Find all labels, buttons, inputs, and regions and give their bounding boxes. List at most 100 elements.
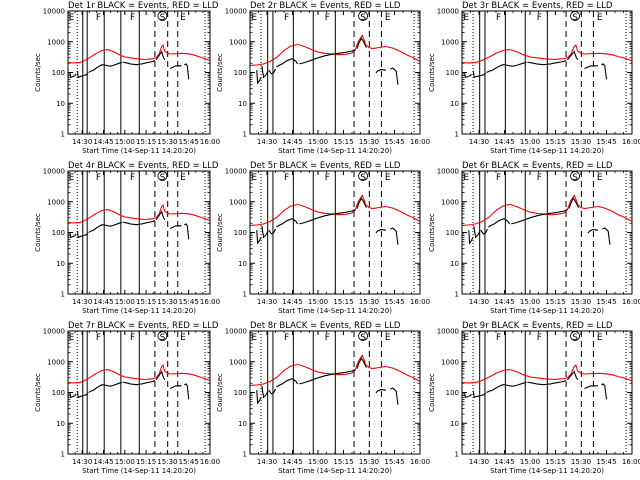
- events-series-line: [122, 59, 155, 66]
- y-tick-label: 10000: [43, 168, 65, 176]
- flag-label: F: [496, 333, 501, 343]
- flag-label: F: [96, 13, 101, 23]
- events-series-line: [356, 197, 367, 209]
- y-tick-label: 10: [238, 100, 247, 108]
- plot-area: [462, 44, 632, 80]
- chart-panel-3: Det 3r BLACK = Events, RED = LLD 1 10 100 10…: [428, 1, 640, 155]
- x-tick-label: 14:30: [469, 138, 489, 146]
- plot-area: [250, 194, 420, 245]
- flag-label: F: [130, 333, 135, 343]
- events-series-line: [268, 388, 276, 395]
- chart-title: Det 1r BLACK = Events, RED = LLD: [68, 1, 219, 11]
- y-tick-label: 1000: [441, 358, 459, 366]
- flag-label: E: [180, 333, 186, 343]
- flag-label: F: [496, 13, 501, 23]
- y-tick-label: 100: [52, 229, 65, 237]
- x-tick-label: 16:00: [622, 458, 640, 466]
- flag-label: F: [325, 13, 330, 23]
- y-axis-title: Counts/sec: [34, 53, 42, 92]
- plot-frame: [67, 330, 211, 455]
- x-axis-title: Start Time (14-Sep-11 14:20:20): [490, 147, 604, 155]
- events-series-line: [390, 67, 399, 85]
- y-tick-label: 1000: [229, 358, 247, 366]
- y-tick-label: 1: [243, 131, 247, 139]
- flag-label: F: [496, 173, 501, 183]
- y-tick-label: 1: [455, 291, 459, 299]
- events-series-line: [122, 379, 155, 386]
- x-tick-label: 15:00: [115, 298, 135, 306]
- flag-label: F: [96, 333, 101, 343]
- flag-label: S: [160, 333, 166, 343]
- flag-label: E: [463, 333, 469, 343]
- x-tick-label: 14:30: [257, 138, 277, 146]
- events-series-line: [480, 228, 488, 235]
- flag-label: S: [572, 13, 578, 23]
- events-series-line: [268, 68, 276, 75]
- events-series-line: [69, 393, 77, 398]
- events-series-line: [527, 379, 566, 386]
- y-tick-label: 1: [455, 131, 459, 139]
- plot-area: [68, 364, 210, 400]
- events-series-line: [256, 230, 262, 245]
- flag-label: E: [597, 13, 603, 23]
- flag-label: E: [251, 13, 257, 23]
- events-series-line: [375, 388, 386, 394]
- x-tick-label: 14:45: [93, 298, 113, 306]
- y-tick-label: 100: [234, 389, 247, 397]
- y-tick-label: 100: [234, 229, 247, 237]
- y-tick-label: 1: [61, 131, 65, 139]
- plot-area: [462, 194, 632, 245]
- flag-label: S: [160, 13, 166, 23]
- events-series-line: [464, 393, 472, 398]
- x-tick-label: 14:45: [282, 298, 302, 306]
- flag-label: E: [180, 173, 186, 183]
- x-tick-label: 15:15: [545, 458, 565, 466]
- events-series-line: [88, 221, 123, 233]
- y-tick-label: 10000: [225, 168, 247, 176]
- y-tick-label: 10000: [437, 328, 459, 336]
- x-tick-label: 14:45: [93, 138, 113, 146]
- chart-title: Det 7r BLACK = Events, RED = LLD: [68, 321, 219, 331]
- events-series-line: [76, 391, 89, 399]
- events-series-line: [488, 218, 511, 228]
- x-tick-label: 16:00: [200, 458, 220, 466]
- x-tick-label: 14:30: [469, 458, 489, 466]
- events-series-line: [69, 73, 77, 78]
- events-series-line: [122, 219, 155, 226]
- x-tick-label: 14:45: [494, 298, 514, 306]
- y-tick-label: 10000: [225, 328, 247, 336]
- plot-area: [462, 364, 632, 400]
- events-series-line: [299, 368, 356, 385]
- chart-panel-1: Det 1r BLACK = Events, RED = LLD 1 10 100 10…: [34, 1, 220, 155]
- y-axis-title: Counts/sec: [216, 373, 224, 412]
- events-series-line: [472, 71, 487, 79]
- flag-label: F: [130, 13, 135, 23]
- events-series-line: [375, 228, 386, 234]
- y-tick-label: 1: [61, 451, 65, 459]
- lld-series-line: [250, 354, 420, 386]
- chart-panel-6: Det 6r BLACK = Events, RED = LLD 1 10 100 10…: [428, 161, 640, 315]
- y-tick-label: 1: [243, 451, 247, 459]
- events-series-line: [375, 68, 386, 74]
- x-tick-label: 15:45: [179, 138, 199, 146]
- y-tick-label: 1: [455, 451, 459, 459]
- chart-title: Det 8r BLACK = Events, RED = LLD: [250, 321, 401, 331]
- events-series-line: [486, 61, 527, 73]
- events-series-line: [184, 63, 190, 80]
- plot-area: [250, 354, 420, 405]
- x-tick-label: 15:00: [308, 458, 328, 466]
- events-series-line: [256, 70, 262, 85]
- x-tick-label: 15:15: [136, 138, 156, 146]
- x-tick-label: 15:45: [384, 138, 404, 146]
- events-series-line: [276, 58, 299, 68]
- y-tick-label: 1000: [441, 38, 459, 46]
- y-tick-label: 10: [450, 100, 459, 108]
- x-tick-label: 15:00: [308, 298, 328, 306]
- x-tick-label: 15:30: [157, 298, 177, 306]
- flag-label: E: [385, 333, 391, 343]
- y-axis-title: Counts/sec: [216, 213, 224, 252]
- y-tick-label: 100: [234, 69, 247, 77]
- x-tick-label: 16:00: [200, 298, 220, 306]
- flag-label: S: [360, 13, 366, 23]
